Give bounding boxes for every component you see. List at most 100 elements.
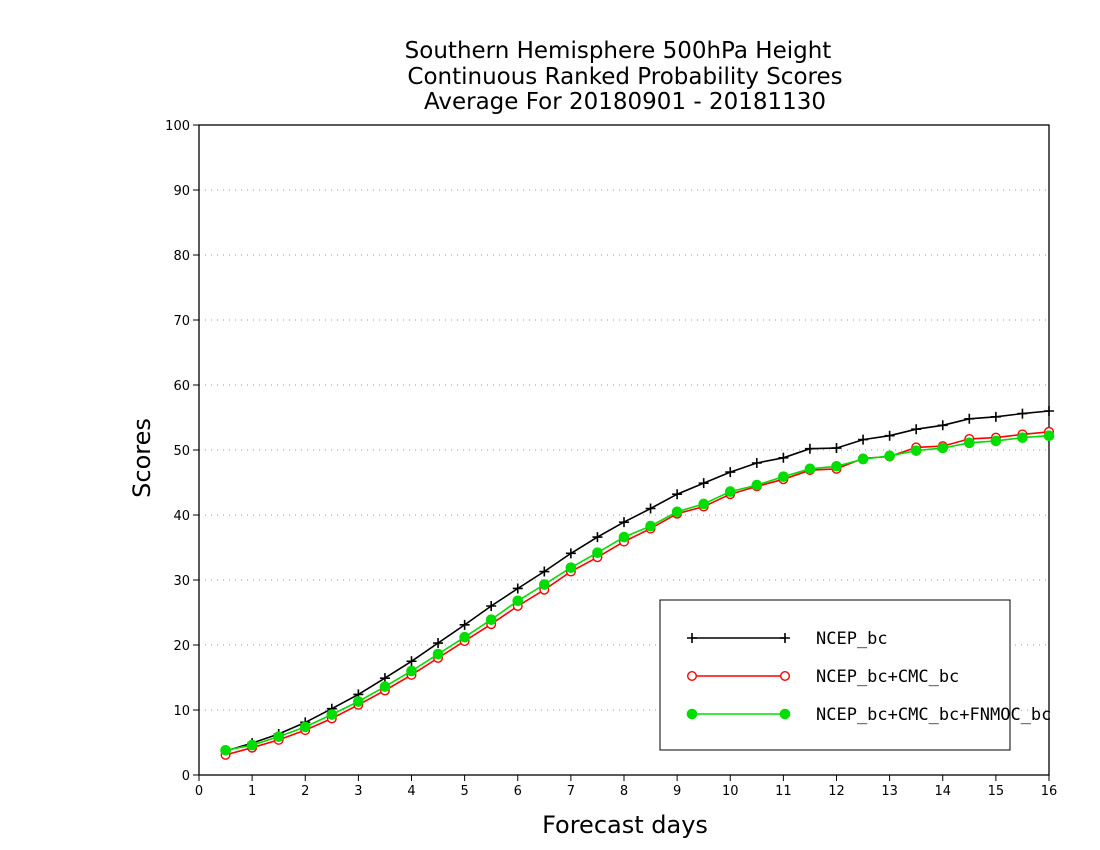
data-point [751, 458, 762, 468]
data-point [592, 547, 603, 559]
legend-marker [686, 708, 698, 720]
legend-entry: NCEP_bc [687, 629, 888, 649]
series-NCEP_bc [220, 406, 1054, 756]
y-tick-label: 20 [173, 639, 190, 654]
data-point [937, 420, 948, 431]
data-point [804, 463, 816, 475]
legend-marker [780, 671, 791, 682]
data-point [539, 566, 550, 577]
legend-entry: NCEP_bc+CMC_bc [687, 667, 959, 687]
data-point [964, 437, 975, 449]
data-point [512, 595, 524, 607]
y-tick-label: 0 [182, 769, 190, 784]
data-point [406, 656, 417, 667]
data-point [645, 520, 656, 532]
data-point [433, 638, 444, 649]
x-tick-label: 13 [881, 784, 898, 799]
legend-label: NCEP_bc+CMC_bc [816, 667, 959, 687]
x-tick-label: 0 [195, 784, 203, 799]
x-tick-label: 10 [722, 784, 739, 799]
plot-frame [198, 124, 1050, 776]
data-point [432, 648, 444, 660]
data-point [884, 430, 895, 441]
data-point [804, 443, 815, 454]
y-tick-label: 90 [173, 184, 190, 199]
legend-entry: NCEP_bc+CMC_bc+FNMOC_bc [686, 705, 1051, 725]
data-point [379, 681, 391, 692]
data-point [858, 434, 869, 445]
data-point [1043, 430, 1055, 442]
data-point [724, 486, 736, 497]
data-point [618, 531, 630, 543]
legend-label: NCEP_bc [816, 629, 888, 649]
y-tick-label: 50 [173, 444, 190, 459]
title-line-3: Average For 20180901 - 20181130 [424, 89, 826, 115]
legend-marker [779, 708, 791, 720]
data-point [1044, 406, 1054, 416]
data-point [246, 739, 258, 751]
title-line-1: Southern Hemisphere 500hPa Height [405, 38, 832, 64]
x-tick-label: 8 [620, 784, 628, 799]
data-point [485, 614, 497, 625]
x-tick-label: 12 [828, 784, 845, 799]
y-tick-label: 100 [165, 119, 190, 134]
data-point [857, 453, 869, 465]
legend-box [659, 599, 1011, 751]
data-point [565, 562, 577, 573]
data-point [671, 506, 683, 518]
x-tick-label: 2 [301, 784, 309, 799]
x-tick-label: 11 [775, 784, 792, 799]
data-point [884, 450, 895, 462]
data-point [406, 665, 417, 677]
x-tick-label: 3 [354, 784, 362, 799]
legend-label: NCEP_bc+CMC_bc+FNMOC_bc [816, 705, 1051, 725]
data-point [326, 709, 338, 720]
data-point [672, 489, 683, 500]
series-layer [220, 406, 1055, 760]
series-NCEP_bc+CMC_bc+FNMOC_bc [220, 430, 1055, 756]
data-point [725, 467, 736, 478]
x-tick-label: 16 [1041, 784, 1058, 799]
y-axis-label: Scores [128, 418, 156, 498]
y-tick-label: 40 [173, 509, 190, 524]
title-line-2: Continuous Ranked Probability Scores [407, 64, 842, 90]
data-point [1017, 408, 1028, 419]
y-tick-label: 80 [173, 249, 190, 264]
x-tick-label: 1 [248, 784, 256, 799]
data-point [220, 745, 231, 756]
data-point [911, 424, 922, 435]
y-tick-label: 30 [173, 574, 190, 589]
data-point [353, 696, 364, 707]
chart-title: Southern Hemisphere 500hPa Height Contin… [405, 38, 843, 115]
data-point [778, 452, 789, 463]
y-tick-label: 60 [173, 379, 190, 394]
data-point [778, 471, 789, 482]
data-point [299, 721, 311, 733]
legend: NCEP_bc NCEP_bc+CMC_bc NCEP_bc+CMC_bc+FNMO… [659, 599, 1051, 751]
data-point [645, 503, 656, 514]
data-point [751, 479, 763, 491]
data-point [486, 601, 497, 611]
y-tick-label: 70 [173, 314, 190, 329]
data-point [964, 413, 975, 424]
data-point [273, 731, 284, 742]
data-point [539, 579, 550, 590]
data-point [459, 619, 470, 630]
x-tick-label: 15 [988, 784, 1005, 799]
data-point [698, 478, 709, 489]
legend-marker [687, 671, 698, 682]
y-tick-label: 10 [173, 704, 190, 719]
x-tick-label: 9 [673, 784, 681, 799]
x-tick-label: 4 [407, 784, 415, 799]
legend-marker [780, 633, 790, 643]
x-tick-label: 5 [460, 784, 468, 799]
data-point [698, 498, 709, 510]
data-point [937, 442, 949, 454]
data-point [831, 443, 842, 454]
x-tick-label: 6 [514, 784, 522, 799]
x-axis-label: Forecast days [542, 811, 708, 839]
data-point [990, 435, 1002, 447]
data-point [990, 411, 1001, 422]
